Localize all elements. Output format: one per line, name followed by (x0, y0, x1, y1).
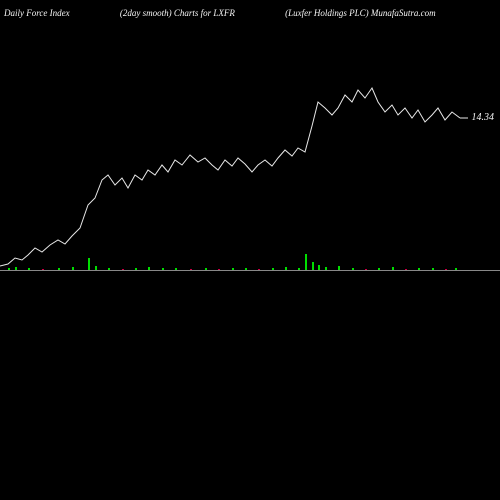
price-line-svg (0, 30, 500, 270)
volume-bar (312, 262, 314, 270)
volume-bars (0, 250, 500, 270)
last-price-label: 14.34 (472, 112, 495, 123)
baseline (0, 270, 500, 271)
volume-bar (88, 258, 90, 270)
chart-header: Daily Force Index (2day smooth) Charts f… (0, 8, 500, 18)
volume-bar (305, 254, 307, 270)
price-chart: 14.34 (0, 30, 500, 270)
header-right: (Luxfer Holdings PLC) MunafaSutra.com (285, 8, 436, 18)
header-left: Daily Force Index (4, 8, 70, 18)
header-mid: (2day smooth) Charts for LXFR (120, 8, 235, 18)
